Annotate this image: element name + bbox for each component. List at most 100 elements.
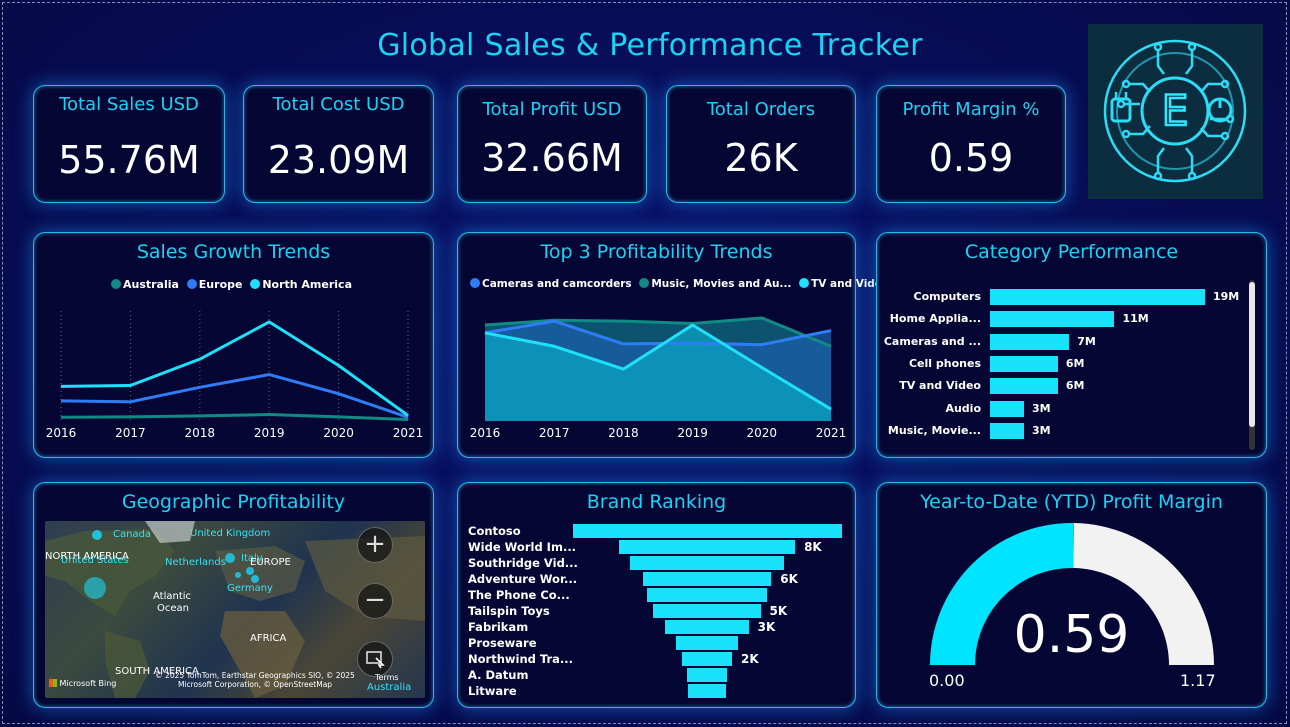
scrollbar[interactable] — [1249, 280, 1255, 450]
kpi-label: Total Sales USD — [59, 94, 199, 115]
brand-value-label: 8K — [804, 540, 822, 554]
legend-dot-icon — [639, 278, 650, 288]
brand-value-label: 6K — [780, 572, 798, 586]
legend-dot-icon — [470, 278, 480, 288]
brand-bar[interactable] — [653, 604, 761, 618]
brand-value-label: 2K — [740, 652, 759, 666]
x-tick-label: 2016 — [46, 426, 77, 440]
map-region-label: EUROPE — [250, 557, 291, 568]
card-title: Brand Ranking — [586, 491, 727, 513]
map-label-netherlands[interactable]: Netherlands — [165, 557, 226, 568]
brand-label: Southridge Vid... — [468, 556, 578, 570]
brand-bar[interactable] — [618, 540, 796, 554]
legend-dot-icon — [110, 279, 121, 289]
category-bar[interactable] — [990, 422, 1024, 439]
legend-label: Music, Movies and Au... — [651, 278, 792, 290]
legend-item[interactable]: Europe — [186, 278, 242, 291]
zoom-out-button[interactable]: − — [357, 583, 393, 619]
kpi-value: 32.66M — [481, 136, 623, 180]
brand-label: Northwind Tra... — [468, 652, 573, 666]
map-label-australia[interactable]: Australia — [367, 682, 412, 693]
gauge-track — [1073, 523, 1214, 665]
bing-label: Microsoft Bing — [59, 679, 117, 688]
brand-bar[interactable] — [647, 588, 767, 602]
kpi-value: 0.59 — [928, 136, 1014, 180]
brand-bar[interactable] — [629, 556, 785, 570]
brand-label: Proseware — [468, 636, 537, 650]
x-tick-label: 2018 — [608, 426, 639, 440]
series-line-1 — [484, 316, 832, 348]
category-bar[interactable] — [990, 333, 1070, 350]
sales-growth-chart[interactable]: 2016 2017 2018 2019 2020 2021 — [34, 233, 435, 459]
map-label-germany[interactable]: Germany — [227, 583, 273, 594]
map-terms-link[interactable]: Terms — [375, 673, 399, 682]
profitability-chart[interactable]: 2016 2017 2018 2019 2020 2021 — [458, 233, 857, 459]
series-line-2 — [484, 323, 832, 411]
series-line-0 — [484, 319, 832, 347]
brand-bar[interactable] — [682, 652, 732, 666]
map-label-italy[interactable]: Italy — [241, 553, 263, 564]
category-bar[interactable] — [990, 311, 1115, 328]
brand-card: Brand Ranking Contoso Wide World Im... 8K S… — [457, 482, 856, 708]
brand-bar[interactable] — [642, 572, 772, 586]
card-title: Geographic Profitability — [121, 491, 346, 513]
bing-logo: Microsoft Bing — [49, 679, 116, 688]
brand-bar[interactable] — [665, 620, 749, 634]
brand-funnel-chart[interactable]: Contoso Wide World Im... 8K Southridge Vid.… — [458, 483, 857, 709]
map-label-canada[interactable]: Canada — [113, 529, 152, 540]
legend-item[interactable]: North America — [250, 278, 352, 291]
circuit-e-logo-icon: E — [1103, 39, 1247, 183]
ytd-gauge[interactable] — [877, 483, 1268, 709]
gauge-value: 0.59 — [1013, 605, 1130, 665]
kpi-total-sales: Total Sales USD 55.76M — [33, 85, 225, 203]
gauge-min-label: 0.00 — [929, 671, 965, 690]
kpi-label: Total Orders — [706, 99, 816, 120]
kpi-label: Total Profit USD — [482, 99, 622, 120]
brand-label: Contoso — [468, 524, 521, 538]
logo-letter: E — [1162, 86, 1189, 135]
map-region-label: NORTH AMERICA — [45, 551, 129, 562]
category-label: TV and Video — [899, 379, 981, 393]
x-tick-label: 2020 — [747, 426, 778, 440]
brand-bar[interactable] — [686, 668, 728, 682]
category-bar[interactable] — [990, 289, 1205, 305]
category-bar[interactable] — [990, 355, 1058, 372]
map-region-label: AFRICA — [250, 633, 287, 644]
brand-bar[interactable] — [676, 636, 738, 650]
x-tick-label: 2018 — [185, 426, 216, 440]
gauge-max-label: 1.17 — [1180, 671, 1216, 690]
brand-label: Wide World Im... — [468, 540, 577, 554]
brand-logo: E — [1088, 24, 1263, 199]
brand-label: Fabrikam — [468, 620, 529, 634]
legend-dot-icon — [250, 279, 261, 289]
category-bar[interactable] — [990, 378, 1058, 395]
brand-value-label: 5K — [769, 604, 788, 618]
category-bar-chart[interactable]: Computers 19M Home Applia... 11M Cameras and… — [877, 233, 1268, 459]
legend-dot-icon — [186, 279, 197, 289]
map-region-label: Ocean — [157, 603, 189, 614]
legend-item[interactable]: Music, Movies and Au... — [639, 278, 791, 290]
category-bar[interactable] — [990, 400, 1024, 417]
brand-label: Litware — [468, 684, 517, 698]
page-title: Global Sales & Performance Tracker — [377, 28, 923, 63]
legend-item[interactable]: TV and Video — [799, 278, 889, 290]
map-label-uk[interactable]: United Kingdom — [190, 528, 271, 539]
category-label: Home Applia... — [889, 312, 981, 326]
legend-item[interactable]: Australia — [110, 278, 179, 291]
x-tick-label: 2017 — [539, 426, 570, 440]
world-map[interactable]: Canada United Kingdom United States Neth… — [45, 521, 425, 698]
select-region-button[interactable] — [357, 641, 393, 677]
scrollbar-thumb[interactable] — [1249, 282, 1255, 427]
brand-bar[interactable] — [687, 684, 727, 698]
zoom-in-button[interactable]: + — [357, 527, 393, 563]
brand-label: A. Datum — [468, 668, 529, 682]
chart-legend: Australia Europe North America — [34, 278, 433, 291]
brand-value-label: 3K — [757, 620, 776, 634]
kpi-total-orders: Total Orders 26K — [666, 85, 856, 203]
brand-bar[interactable] — [572, 524, 842, 538]
kpi-label: Profit Margin % — [902, 99, 1040, 120]
x-tick-label: 2020 — [323, 426, 354, 440]
legend-item[interactable]: Cameras and camcorders — [470, 278, 632, 290]
map-label-us[interactable]: United States — [61, 555, 129, 566]
x-tick-label: 2019 — [254, 426, 285, 440]
